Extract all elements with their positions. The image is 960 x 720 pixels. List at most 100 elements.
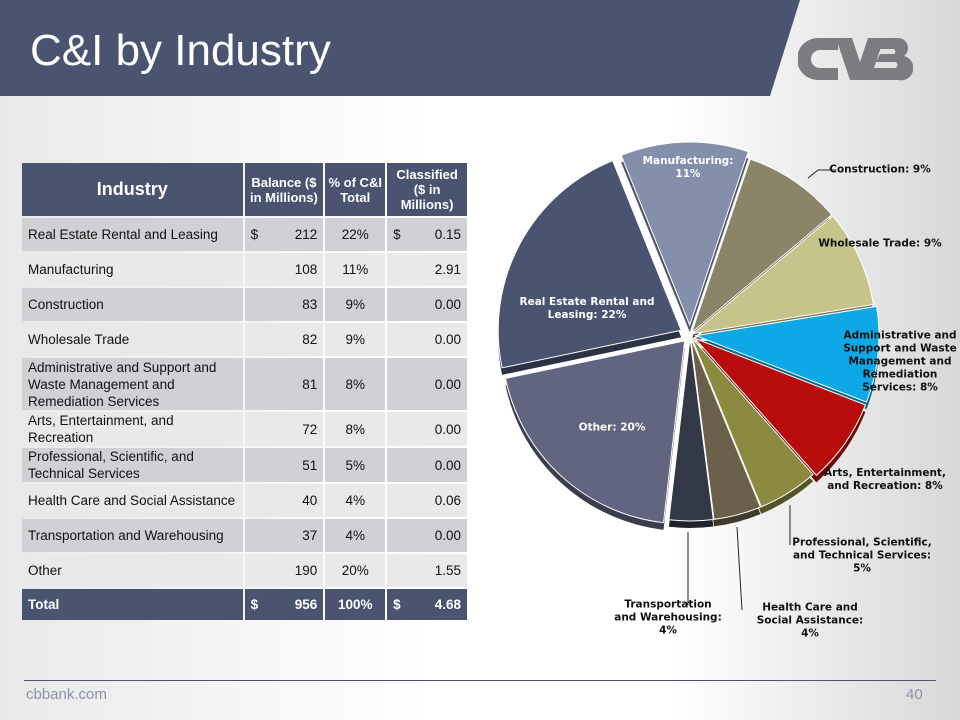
pie-slice-manufacturing — [620, 141, 749, 327]
balance-value: 51 — [302, 457, 318, 473]
pie-slice-construction — [690, 158, 833, 335]
cell-industry: Total — [22, 589, 243, 620]
cell-classified: $0.15 — [387, 218, 467, 251]
pie-slice-health-care-and-social-assistance — [690, 337, 762, 520]
currency-symbol: $ — [393, 227, 401, 242]
table-row: Professional, Scientific, and Technical … — [22, 448, 467, 482]
balance-value: 190 — [294, 563, 318, 578]
table-total-row: Total $956 100% $4.68 — [22, 589, 467, 620]
pie-label-other: Other: 20% — [578, 421, 646, 434]
cell-industry: Construction — [22, 288, 243, 321]
pie-slice-other — [504, 340, 686, 524]
cell-pct: 22% — [325, 218, 386, 251]
classified-value: 0.00 — [434, 528, 461, 543]
cell-balance: 81 — [244, 358, 324, 410]
balance-value: 72 — [302, 421, 318, 437]
header-classified: Classified ($ in Millions) — [387, 163, 467, 216]
table-row: Health Care and Social Assistance 40 4% … — [22, 484, 467, 517]
pie-label-professional: Professional, Scientific, and Technical … — [792, 536, 932, 575]
balance-value: 81 — [302, 376, 318, 392]
cell-industry: Health Care and Social Assistance — [22, 484, 243, 517]
classified-value: 2.91 — [434, 262, 461, 277]
table-row: Manufacturing 108 11% 2.91 — [22, 253, 467, 286]
cell-pct: 9% — [325, 323, 386, 356]
pie-label-wholesale: Wholesale Trade: 9% — [818, 237, 942, 250]
cell-classified: 2.91 — [387, 253, 467, 286]
cell-classified: 0.06 — [387, 484, 467, 517]
table-row: Administrative and Support and Waste Man… — [22, 358, 467, 410]
cell-classified: 0.00 — [387, 412, 467, 446]
cell-balance: 190 — [244, 554, 324, 587]
table-row: Other 190 20% 1.55 — [22, 554, 467, 587]
cell-industry: Transportation and Warehousing — [22, 519, 243, 552]
header-industry: Industry — [22, 163, 243, 216]
page-title: C&I by Industry — [30, 26, 331, 75]
classified-value: 1.55 — [434, 563, 461, 578]
classified-value: 0.00 — [434, 376, 461, 392]
cell-classified: 0.00 — [387, 519, 467, 552]
cell-pct: 4% — [325, 519, 386, 552]
classified-value: 0.00 — [434, 457, 461, 473]
cell-pct: 100% — [325, 589, 386, 620]
footer-divider — [24, 680, 936, 681]
balance-value: 82 — [302, 332, 318, 347]
cell-balance: 72 — [244, 412, 324, 446]
pie-slice-administrative-and-support-and-waste-management-and-remediation-services — [694, 305, 880, 403]
industry-table: Industry Balance ($ in Millions) % of C&… — [20, 161, 469, 622]
table-row: Real Estate Rental and Leasing $212 22% … — [22, 218, 467, 251]
cell-balance: 83 — [244, 288, 324, 321]
pie-label-health: Health Care and Social Assistance: 4% — [756, 601, 864, 640]
cell-pct: 9% — [325, 288, 386, 321]
cell-classified: 0.00 — [387, 323, 467, 356]
page-number: 40 — [906, 686, 923, 703]
table-row: Construction 83 9% 0.00 — [22, 288, 467, 321]
cell-industry: Administrative and Support and Waste Man… — [22, 358, 243, 410]
balance-value: 108 — [294, 262, 318, 277]
cell-industry: Arts, Entertainment, and Recreation — [22, 412, 243, 446]
table-row: Arts, Entertainment, and Recreation 72 8… — [22, 412, 467, 446]
cell-pct: 8% — [325, 412, 386, 446]
currency-symbol: $ — [250, 227, 259, 242]
table-header-row: Industry Balance ($ in Millions) % of C&… — [22, 163, 467, 216]
cell-classified: 0.00 — [387, 288, 467, 321]
pie-slice-arts-entertainment-and-recreation — [694, 337, 867, 477]
cell-balance: 108 — [244, 253, 324, 286]
cell-industry: Real Estate Rental and Leasing — [22, 218, 243, 251]
classified-value: 0.00 — [434, 421, 461, 437]
currency-symbol: $ — [250, 597, 259, 612]
pie-slice-professional-scientific-and-technical-services — [691, 337, 814, 508]
cell-balance: 40 — [244, 484, 324, 517]
cvb-logo — [798, 38, 913, 81]
balance-value: 212 — [294, 227, 318, 242]
leader-line — [807, 169, 836, 179]
cell-pct: 4% — [325, 484, 386, 517]
cell-pct: 20% — [325, 554, 386, 587]
cell-balance: 82 — [244, 323, 324, 356]
cell-balance: 37 — [244, 519, 324, 552]
cell-classified: $4.68 — [387, 589, 467, 620]
cell-pct: 11% — [325, 253, 386, 286]
balance-value: 37 — [302, 528, 318, 543]
cell-industry: Professional, Scientific, and Technical … — [22, 448, 243, 482]
classified-value: 4.68 — [434, 597, 461, 612]
pie-slice-transportation-and-warehousing — [668, 337, 714, 522]
leader-line — [736, 526, 743, 611]
pie-label-arts: Arts, Entertainment, and Recreation: 8% — [824, 467, 946, 492]
cell-classified: 1.55 — [387, 554, 467, 587]
title-banner — [0, 0, 800, 96]
pie-label-administrative: Administrative and Support and Waste Man… — [843, 329, 957, 394]
currency-symbol: $ — [393, 597, 401, 612]
pie-label-manufacturing: Manufacturing: 11% — [642, 155, 734, 180]
cell-balance: 51 — [244, 448, 324, 482]
pie-slice-wholesale-trade — [691, 215, 874, 335]
classified-value: 0.00 — [434, 332, 461, 347]
classified-value: 0.06 — [434, 493, 461, 508]
cell-pct: 8% — [325, 358, 386, 410]
table-row: Wholesale Trade 82 9% 0.00 — [22, 323, 467, 356]
classified-value: 0.00 — [434, 297, 461, 312]
cell-industry: Other — [22, 554, 243, 587]
cell-balance: $212 — [244, 218, 324, 251]
balance-value: 83 — [302, 297, 318, 312]
header-pct: % of C&I Total — [325, 163, 386, 216]
